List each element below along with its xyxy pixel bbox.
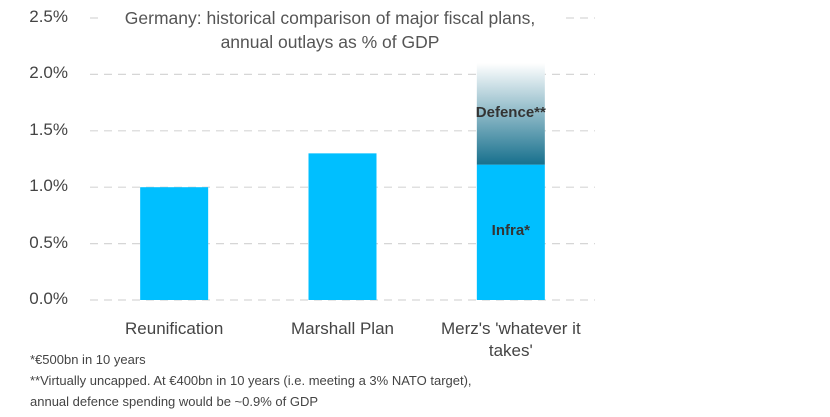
bar-segment	[476, 164, 545, 300]
bar-segment	[140, 187, 209, 300]
chart-title: Germany: historical comparison of major …	[100, 6, 560, 54]
footnote: *€500bn in 10 years	[30, 352, 146, 367]
x-tick-label: Reunification	[125, 319, 224, 338]
y-tick-label: 1.0%	[29, 176, 68, 196]
x-tick-label: Marshall Plan	[291, 319, 394, 338]
footnote: **Virtually uncapped. At €400bn in 10 ye…	[30, 373, 472, 388]
segment-label: Defence**	[475, 103, 546, 121]
y-tick-label: 2.0%	[29, 63, 68, 83]
segment-label: Infra*	[491, 222, 530, 240]
x-tick-label: Merz's 'whatever it takes'	[440, 319, 581, 360]
y-tick-label: 1.5%	[29, 119, 68, 139]
bar-segment	[308, 153, 377, 300]
y-tick-label: 0.5%	[29, 232, 68, 252]
bar-segment	[476, 63, 545, 165]
y-tick-label: 2.5%	[29, 7, 68, 26]
footnote: annual defence spending would be ~0.9% o…	[30, 394, 319, 409]
y-tick-label: 0.0%	[29, 289, 68, 308]
